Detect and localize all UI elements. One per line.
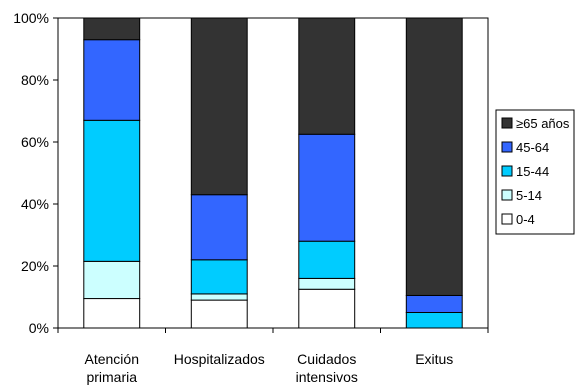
bar-segment-5-14: [83, 260, 141, 300]
bar-segment-45-64: [190, 194, 248, 261]
bar-segment-0-4: [298, 288, 356, 329]
x-tick-label: intensivos: [296, 369, 358, 385]
legend-swatch: [501, 189, 513, 201]
legend-label: 5-14: [516, 188, 542, 203]
legend-swatch: [501, 141, 513, 153]
bar-segment-15-44: [298, 240, 356, 279]
bar-segment--65-a-os: [190, 17, 248, 196]
y-tick-label: 40%: [21, 196, 49, 212]
bar-segment-15-44: [190, 259, 248, 295]
legend-label: 45-64: [516, 140, 549, 155]
x-tick-label: Cuidados: [297, 351, 356, 367]
x-tick-label: primaria: [86, 369, 137, 385]
legend-swatch: [501, 165, 513, 177]
bar-segment--65-a-os: [298, 17, 356, 135]
bar-segment-45-64: [298, 133, 356, 242]
bar-segment--65-a-os: [83, 17, 141, 41]
y-tick-label: 100%: [13, 10, 49, 26]
y-tick-label: 80%: [21, 72, 49, 88]
x-tick-label: Hospitalizados: [174, 351, 265, 367]
legend-swatch: [501, 117, 513, 129]
bar-segment-45-64: [405, 294, 463, 314]
bars: [57, 17, 489, 333]
bar-segment-15-44: [83, 119, 141, 262]
y-tick-label: 20%: [21, 258, 49, 274]
bar-segment-0-4: [190, 299, 248, 329]
bar-segment-45-64: [83, 39, 141, 121]
y-axis: 0% 20% 40% 60% 80% 100%: [13, 10, 58, 336]
x-tick-label: Exitus: [415, 351, 453, 367]
legend: ≥65 años 45-64 15-44 5-14 0-4: [495, 109, 575, 235]
x-tick-label: Atención: [85, 351, 139, 367]
legend-label: 15-44: [516, 164, 549, 179]
y-tick-label: 60%: [21, 134, 49, 150]
bar-segment-15-44: [405, 312, 463, 329]
bar-segment-5-14: [298, 277, 356, 290]
legend-label: 0-4: [516, 212, 535, 227]
bar-segment--65-a-os: [405, 17, 463, 296]
bar-segment-5-14: [190, 293, 248, 301]
y-tick-label: 0%: [29, 320, 49, 336]
x-axis-labels: Atención primaria Hospitalizados Cuidados in…: [85, 351, 454, 385]
legend-swatch: [501, 213, 513, 225]
legend-label: ≥65 años: [516, 116, 570, 131]
bar-segment-0-4: [83, 298, 141, 329]
